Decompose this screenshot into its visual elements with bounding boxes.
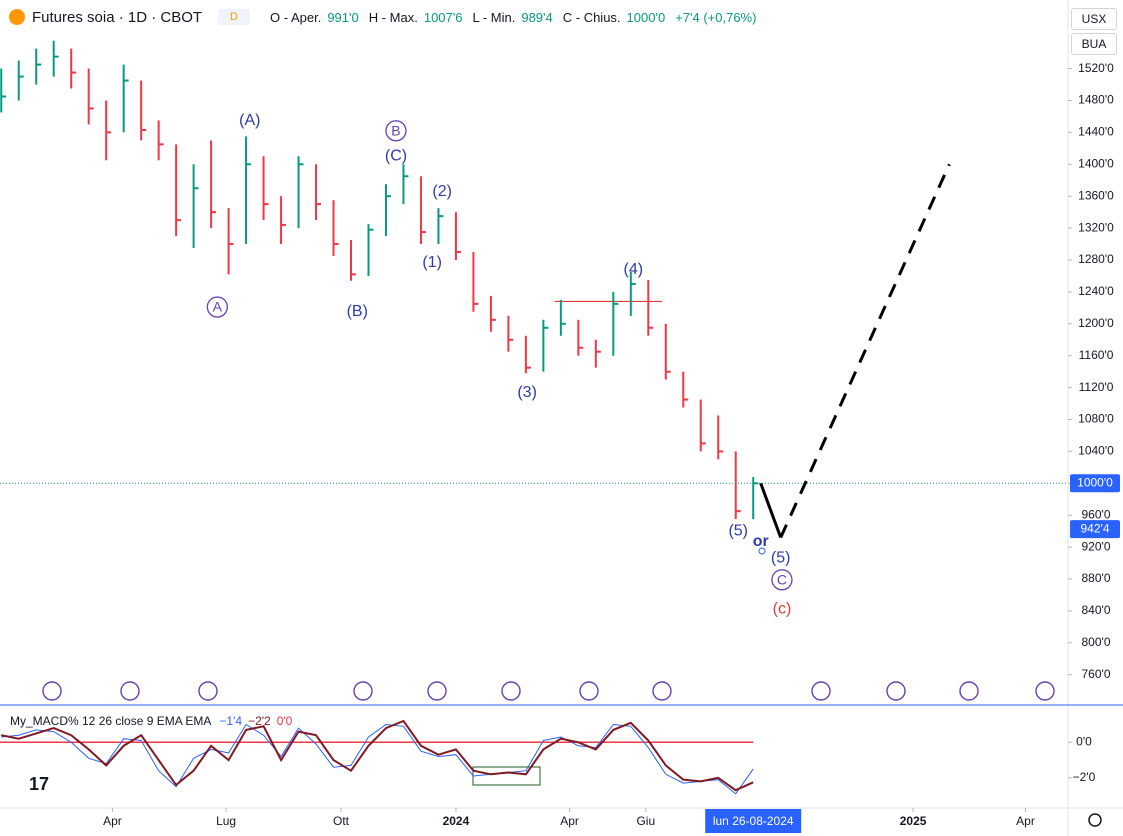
- macd-line: [1, 719, 754, 792]
- crosshair-date-label: lun 26-08-2024: [713, 814, 794, 828]
- legend-header: Futures soia · 1D · CBOT D O - Aper. 991'…: [8, 8, 760, 26]
- event-icon[interactable]: [886, 681, 906, 701]
- symbol-title: Futures soia · 1D · CBOT: [32, 8, 203, 26]
- y-tick-label: 800'0: [1082, 635, 1111, 649]
- ohlc-value: 1007'6: [423, 9, 463, 25]
- wave-label: (A): [239, 112, 260, 129]
- y-tick-label: 760'0: [1082, 667, 1111, 681]
- y-tick-label: 1280'0: [1078, 252, 1114, 266]
- event-icon[interactable]: [42, 681, 62, 701]
- crosshair-date-box: [705, 809, 802, 833]
- y-tick-label: 1240'0: [1078, 284, 1114, 298]
- y-tick-label: 1120'0: [1079, 380, 1114, 394]
- wave-circle: [206, 296, 228, 318]
- wave-label: B: [391, 122, 400, 138]
- y-tick-label: 920'0: [1082, 539, 1111, 553]
- x-tick-label: Apr: [560, 814, 579, 828]
- point-marker: [758, 547, 766, 555]
- y-tick-label: 1440'0: [1078, 125, 1114, 139]
- unit-button[interactable]: BUA: [1071, 33, 1117, 55]
- event-icon[interactable]: [652, 681, 672, 701]
- projection-line: [779, 163, 951, 539]
- indicator-readout: −2'2: [248, 714, 271, 728]
- wave-label: A: [213, 299, 223, 315]
- event-icon[interactable]: [1035, 681, 1055, 701]
- wave-label: (5): [771, 550, 791, 567]
- wave-label: (2): [432, 183, 452, 200]
- settings-icon[interactable]: [1088, 813, 1102, 827]
- y-tick-label: 840'0: [1082, 603, 1111, 617]
- event-icon[interactable]: [198, 681, 218, 701]
- y-tick-label: 1160'0: [1079, 348, 1114, 362]
- change-value: +7'4 (+0,76%): [675, 9, 757, 25]
- indicator-readout: −1'4: [219, 714, 242, 728]
- y-tick-label: 1480'0: [1078, 93, 1114, 107]
- crosshair-price-box: [1070, 520, 1120, 539]
- event-icon[interactable]: [120, 681, 140, 701]
- ohlc-value: 991'0: [327, 9, 359, 25]
- y-tick-label: 1080'0: [1078, 412, 1114, 426]
- last-price-label: 1000'0: [1077, 475, 1113, 489]
- projection-line: [759, 482, 783, 539]
- indicator-readout: 0'0: [277, 714, 293, 728]
- ohlc-label: O - Aper.: [270, 9, 322, 25]
- event-icon[interactable]: [353, 681, 373, 701]
- x-tick-label: 2024: [443, 814, 470, 828]
- y-tick-label: 1400'0: [1078, 156, 1114, 170]
- y-tick-label: 1200'0: [1078, 316, 1114, 330]
- indicator-title: My_MACD% 12 26 close 9 EMA EMA: [10, 714, 211, 728]
- event-icon[interactable]: [579, 681, 599, 701]
- last-price-box: [1070, 474, 1120, 493]
- event-icon[interactable]: [501, 681, 521, 701]
- y-tick-label: 1320'0: [1078, 220, 1114, 234]
- wave-label: (5): [728, 523, 748, 540]
- currency-button[interactable]: USX: [1071, 8, 1117, 30]
- y-tick-label: −2'0: [1073, 770, 1096, 784]
- y-tick-label: 1360'0: [1078, 188, 1114, 202]
- wave-label: or: [753, 533, 769, 550]
- y-tick-label: 1040'0: [1078, 444, 1114, 458]
- x-tick-label: Giu: [636, 814, 655, 828]
- wave-circle: [385, 120, 407, 142]
- wave-label: (1): [422, 254, 442, 271]
- wave-label: (c): [773, 601, 792, 618]
- y-tick-label: 960'0: [1082, 507, 1111, 521]
- wave-label: C: [777, 571, 787, 587]
- interval-badge: D: [218, 9, 250, 25]
- x-tick-label: 2025: [900, 814, 927, 828]
- wave-label: (C): [385, 148, 407, 165]
- wave-circle: [771, 569, 793, 591]
- macd-line: [1, 723, 754, 795]
- tv-logo: 17: [29, 774, 49, 794]
- ohlc-value: 1000'0: [626, 9, 666, 25]
- y-tick-label: 880'0: [1082, 571, 1111, 585]
- y-tick-label: 0'0: [1076, 734, 1092, 748]
- ohlc-label: C - Chius.: [562, 9, 621, 25]
- ohlc-label: L - Min.: [472, 9, 516, 25]
- event-icon[interactable]: [427, 681, 447, 701]
- wave-label: (4): [624, 261, 644, 278]
- event-icon[interactable]: [959, 681, 979, 701]
- x-tick-label: Lug: [216, 814, 236, 828]
- symbol-icon: [9, 9, 25, 25]
- wave-label: (3): [517, 384, 537, 401]
- wave-label: (B): [347, 303, 368, 320]
- x-tick-label: Apr: [1016, 814, 1035, 828]
- event-icons: [42, 681, 1055, 701]
- ohlc-value: 989'4: [521, 9, 553, 25]
- crosshair-price-label: 942'4: [1081, 521, 1110, 535]
- x-tick-label: Ott: [333, 814, 350, 828]
- x-tick-label: Apr: [103, 814, 122, 828]
- ohlc-label: H - Max.: [368, 9, 418, 25]
- event-icon[interactable]: [811, 681, 831, 701]
- y-tick-label: 1520'0: [1078, 61, 1114, 75]
